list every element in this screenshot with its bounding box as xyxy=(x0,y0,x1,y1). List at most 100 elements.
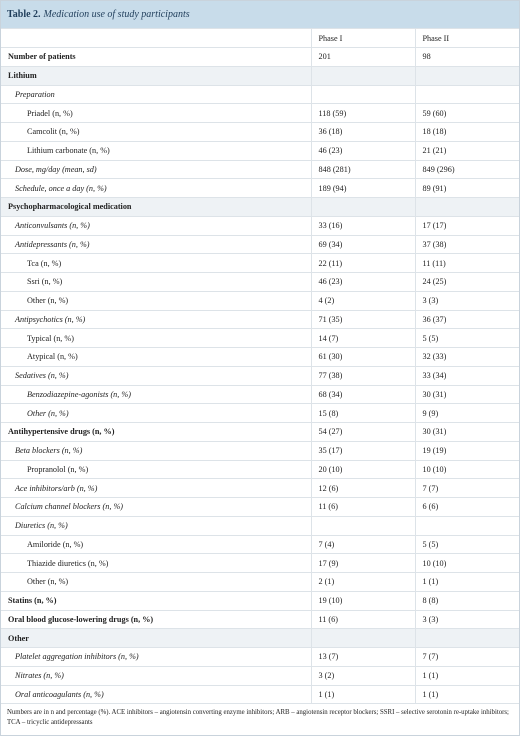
cell-value: 13 (7) xyxy=(310,647,415,667)
cell-value: 22 (11) xyxy=(310,253,415,273)
row-label: Psychopharmacological medication xyxy=(1,197,311,217)
cell-value: 68 (34) xyxy=(310,384,415,404)
table-row: Ace inhibitors/arb (n, %) 12 (6) 7 (7) xyxy=(1,478,519,498)
cell-value xyxy=(310,515,415,535)
row-label: Oral blood glucose-lowering drugs (n, %) xyxy=(1,609,311,629)
cell-value: 54 (27) xyxy=(310,422,415,442)
table-row: Preparation xyxy=(1,84,519,104)
cell-value: 10 (10) xyxy=(414,553,519,573)
table: Phase I Phase II Number of patients 201 98 Li… xyxy=(1,28,519,704)
cell-value: 12 (6) xyxy=(310,478,415,498)
cell-value: 3 (3) xyxy=(414,609,519,629)
cell-value: 11 (11) xyxy=(414,253,519,273)
header-row: Phase I Phase II xyxy=(1,28,519,48)
row-label: Amiloride (n, %) xyxy=(1,534,311,554)
row-label: Other (n, %) xyxy=(1,572,311,592)
table-row: Antihypertensive drugs (n, %) 54 (27) 30 (… xyxy=(1,422,519,442)
table-row: Statins (n, %) 19 (10) 8 (8) xyxy=(1,590,519,610)
row-label: Oral anticoagulants (n, %) xyxy=(1,684,311,704)
row-label: Platelet aggregation inhibitors (n, %) xyxy=(1,647,311,667)
row-label: Camcolit (n, %) xyxy=(1,122,311,142)
row-label: Beta blockers (n, %) xyxy=(1,440,311,460)
row-label: Benzodiazepine-agonists (n, %) xyxy=(1,384,311,404)
cell-value: 1 (1) xyxy=(414,665,519,685)
row-label: Antipsychotics (n, %) xyxy=(1,309,311,329)
row-label: Lithium carbonate (n, %) xyxy=(1,140,311,160)
cell-value: 89 (91) xyxy=(414,178,519,198)
table-row: Calcium channel blockers (n, %) 11 (6) 6 (… xyxy=(1,497,519,517)
table-row: Camcolit (n, %) 36 (18) 18 (18) xyxy=(1,122,519,142)
table-row: Lithium xyxy=(1,65,519,85)
cell-value: 33 (34) xyxy=(414,365,519,385)
header-cell xyxy=(1,28,311,48)
table-row: Typical (n, %) 14 (7) 5 (5) xyxy=(1,328,519,348)
cell-value: 59 (60) xyxy=(414,103,519,123)
row-label: Thiazide diuretics (n, %) xyxy=(1,553,311,573)
cell-value xyxy=(414,65,519,85)
cell-value xyxy=(310,84,415,104)
table-row: Antipsychotics (n, %) 71 (35) 36 (37) xyxy=(1,309,519,329)
cell-value: 61 (30) xyxy=(310,347,415,367)
table-row: Oral blood glucose-lowering drugs (n, %)… xyxy=(1,609,519,629)
table-row: Sedatives (n, %) 77 (38) 33 (34) xyxy=(1,365,519,385)
row-label: Dose, mg/day (mean, sd) xyxy=(1,159,311,179)
cell-value: 46 (23) xyxy=(310,272,415,292)
cell-value: 1 (1) xyxy=(414,572,519,592)
cell-value: 98 xyxy=(414,47,519,67)
cell-value: 3 (2) xyxy=(310,665,415,685)
footnote: Numbers are in n and percentage (%). ACE… xyxy=(1,703,519,730)
row-label: Schedule, once a day (n, %) xyxy=(1,178,311,198)
row-label: Tca (n, %) xyxy=(1,253,311,273)
cell-value: 5 (5) xyxy=(414,534,519,554)
row-label: Number of patients xyxy=(1,47,311,67)
cell-value xyxy=(310,197,415,217)
cell-value: 24 (25) xyxy=(414,272,519,292)
cell-value: 4 (2) xyxy=(310,290,415,310)
table-row: Benzodiazepine-agonists (n, %) 68 (34) 30 … xyxy=(1,384,519,404)
row-label: Statins (n, %) xyxy=(1,590,311,610)
table-row: Nitrates (n, %) 3 (2) 1 (1) xyxy=(1,665,519,685)
cell-value: 19 (19) xyxy=(414,440,519,460)
row-label: Ssri (n, %) xyxy=(1,272,311,292)
table-row: Tca (n, %) 22 (11) 11 (11) xyxy=(1,253,519,273)
cell-value: 14 (7) xyxy=(310,328,415,348)
row-label: Diuretics (n, %) xyxy=(1,515,311,535)
table-row: Number of patients 201 98 xyxy=(1,47,519,67)
cell-value: 46 (23) xyxy=(310,140,415,160)
cell-value: 36 (18) xyxy=(310,122,415,142)
cell-value xyxy=(310,628,415,648)
row-label: Other (n, %) xyxy=(1,290,311,310)
header-cell: Phase II xyxy=(414,28,519,48)
table-row: Platelet aggregation inhibitors (n, %) 13… xyxy=(1,647,519,667)
table-row: Oral anticoagulants (n, %) 1 (1) 1 (1) xyxy=(1,684,519,704)
table-row: Lithium carbonate (n, %) 46 (23) 21 (21) xyxy=(1,140,519,160)
cell-value: 69 (34) xyxy=(310,234,415,254)
row-label: Typical (n, %) xyxy=(1,328,311,348)
cell-value: 71 (35) xyxy=(310,309,415,329)
row-label: Preparation xyxy=(1,84,311,104)
cell-value: 30 (31) xyxy=(414,384,519,404)
cell-value: 1 (1) xyxy=(414,684,519,704)
table-row: Dose, mg/day (mean, sd) 848 (281) 849 (296… xyxy=(1,159,519,179)
row-label: Anticonvulsants (n, %) xyxy=(1,215,311,235)
header-cell: Phase I xyxy=(310,28,415,48)
cell-value xyxy=(414,628,519,648)
table-row: Psychopharmacological medication xyxy=(1,197,519,217)
row-label: Priadel (n, %) xyxy=(1,103,311,123)
cell-value xyxy=(414,84,519,104)
cell-value: 36 (37) xyxy=(414,309,519,329)
cell-value: 7 (4) xyxy=(310,534,415,554)
table-row: Schedule, once a day (n, %) 189 (94) 89 (9… xyxy=(1,178,519,198)
cell-value: 6 (6) xyxy=(414,497,519,517)
cell-value: 118 (59) xyxy=(310,103,415,123)
table-title: Medication use of study participants xyxy=(43,9,190,20)
table-row: Other xyxy=(1,628,519,648)
row-label: Sedatives (n, %) xyxy=(1,365,311,385)
cell-value: 21 (21) xyxy=(414,140,519,160)
cell-value: 18 (18) xyxy=(414,122,519,142)
table-row: Priadel (n, %) 118 (59) 59 (60) xyxy=(1,103,519,123)
cell-value: 848 (281) xyxy=(310,159,415,179)
cell-value: 9 (9) xyxy=(414,403,519,423)
row-label: Lithium xyxy=(1,65,311,85)
